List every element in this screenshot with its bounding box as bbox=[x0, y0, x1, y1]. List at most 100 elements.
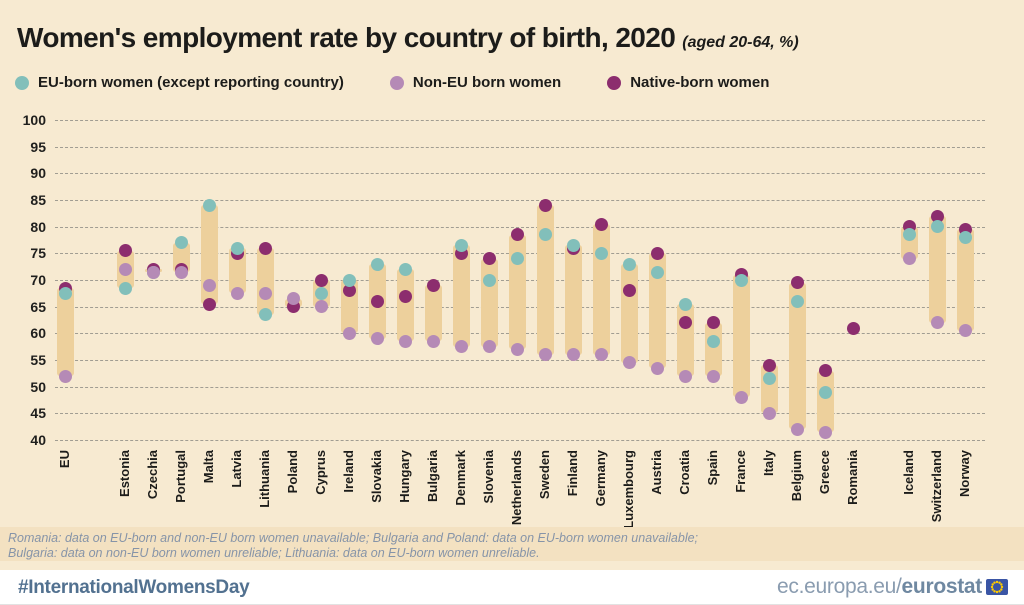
range-bar bbox=[480, 258, 498, 347]
gridline bbox=[55, 146, 985, 148]
dot-non-eu-born bbox=[762, 406, 776, 420]
range-bar bbox=[620, 264, 638, 363]
dot-eu-born bbox=[258, 308, 272, 322]
x-axis-label: Cyprus bbox=[313, 450, 328, 495]
dot-non-eu-born bbox=[930, 316, 944, 330]
dot-non-eu-born bbox=[230, 286, 244, 300]
dot-native-born bbox=[650, 246, 664, 260]
eurostat-logo-text: eurostat bbox=[901, 575, 983, 598]
y-axis-tick-label: 45 bbox=[30, 405, 46, 422]
dot-eu-born bbox=[566, 238, 580, 252]
y-axis-tick-label: 65 bbox=[30, 298, 46, 315]
x-axis-label: Czechia bbox=[145, 450, 160, 500]
eu-flag-icon bbox=[986, 579, 1008, 595]
dot-eu-born bbox=[650, 265, 664, 279]
dot-eu-born bbox=[174, 236, 188, 250]
legend-label: Native-born women bbox=[630, 74, 770, 91]
dot-non-eu-born bbox=[454, 340, 468, 354]
y-axis-tick-label: 50 bbox=[30, 378, 46, 395]
dot-native-born bbox=[118, 244, 132, 258]
range-bar bbox=[704, 322, 722, 376]
dot-native-born bbox=[930, 209, 944, 223]
dot-native-born bbox=[482, 252, 496, 266]
range-bar bbox=[256, 248, 274, 315]
x-axis-label: Belgium bbox=[789, 450, 804, 502]
dot-native-born bbox=[790, 276, 804, 290]
x-axis-label: Norway bbox=[957, 450, 972, 497]
dot-non-eu-born bbox=[370, 332, 384, 346]
y-axis-tick-label: 60 bbox=[30, 325, 46, 342]
dot-eu-born bbox=[818, 385, 832, 399]
dot-eu-born bbox=[538, 228, 552, 242]
dot-eu-born bbox=[622, 257, 636, 271]
dot-eu-born bbox=[930, 220, 944, 234]
legend-item-eu-born: EU-born women (except reporting country) bbox=[15, 74, 344, 91]
dot-native-born bbox=[510, 228, 524, 242]
dot-eu-born bbox=[790, 294, 804, 308]
chart-subtitle: (aged 20-64, %) bbox=[682, 34, 799, 51]
x-axis-label: Hungary bbox=[397, 450, 412, 503]
x-axis-label: Germany bbox=[593, 450, 608, 507]
x-axis-label: Bulgaria bbox=[425, 450, 440, 503]
x-axis-label: Italy bbox=[761, 450, 776, 477]
dot-non-eu-born bbox=[734, 390, 748, 404]
dot-non-eu-born bbox=[286, 292, 300, 306]
gridline bbox=[55, 413, 985, 415]
footer-bar: #InternationalWomensDay ec.europa.eu/eur… bbox=[0, 570, 1024, 605]
dot-non-eu-born bbox=[146, 265, 160, 279]
range-bar bbox=[396, 269, 414, 342]
dot-native-born bbox=[706, 316, 720, 330]
dot-non-eu-born bbox=[202, 278, 216, 292]
eu-born-legend-dot-icon bbox=[15, 75, 29, 90]
x-axis-label: Greece bbox=[817, 450, 832, 495]
dot-non-eu-born bbox=[678, 369, 692, 383]
dot-non-eu-born bbox=[902, 252, 916, 266]
x-axis-label: Romania bbox=[845, 450, 860, 505]
dot-eu-born bbox=[314, 286, 328, 300]
dot-non-eu-born bbox=[594, 348, 608, 362]
range-bar bbox=[56, 288, 74, 376]
dot-native-born bbox=[202, 297, 216, 311]
x-axis-label: Poland bbox=[285, 450, 300, 494]
dot-eu-born bbox=[482, 273, 496, 287]
footnote-line-1: Romania: data on EU-born and non-EU born… bbox=[8, 531, 699, 545]
gridline bbox=[55, 173, 985, 175]
dot-eu-born bbox=[398, 262, 412, 276]
x-axis-label: EU bbox=[57, 450, 72, 469]
dot-native-born bbox=[314, 273, 328, 287]
eurostat-branding: ec.europa.eu/eurostat bbox=[777, 575, 1008, 599]
gridline bbox=[55, 200, 985, 201]
x-axis-label: Spain bbox=[705, 450, 720, 486]
dot-eu-born bbox=[734, 273, 748, 287]
dot-eu-born bbox=[58, 286, 72, 300]
x-axis-label: Estonia bbox=[117, 450, 132, 497]
legend-item-non-eu-born: Non-EU born women bbox=[389, 74, 561, 91]
x-axis-label: Malta bbox=[201, 450, 216, 484]
x-axis-label: Iceland bbox=[901, 450, 916, 495]
dot-native-born bbox=[398, 289, 412, 303]
dot-native-born bbox=[426, 278, 440, 292]
dot-non-eu-born bbox=[622, 356, 636, 370]
x-axis-label: Croatia bbox=[677, 450, 692, 495]
dot-non-eu-born bbox=[958, 324, 972, 338]
x-axis-label: Lithuania bbox=[257, 450, 272, 508]
legend-label: EU-born women (except reporting country) bbox=[38, 74, 344, 91]
x-axis-label: Switzerland bbox=[929, 450, 944, 523]
dot-native-born bbox=[846, 321, 860, 335]
dot-native-born bbox=[370, 294, 384, 308]
x-axis-label: Austria bbox=[649, 450, 664, 495]
gridline bbox=[55, 360, 985, 361]
y-axis-tick-label: 85 bbox=[30, 192, 46, 208]
dot-native-born bbox=[594, 217, 608, 231]
dot-non-eu-born bbox=[426, 334, 440, 348]
y-axis-tick-label: 55 bbox=[30, 352, 46, 368]
range-bar bbox=[564, 245, 582, 355]
x-axis-label: Netherlands bbox=[509, 450, 524, 526]
x-axis-label: Sweden bbox=[537, 450, 552, 500]
dot-native-born bbox=[538, 198, 552, 212]
dot-non-eu-born bbox=[566, 348, 580, 362]
dot-non-eu-born bbox=[314, 300, 328, 314]
y-axis-tick-label: 80 bbox=[30, 218, 46, 235]
dot-non-eu-born bbox=[706, 369, 720, 383]
